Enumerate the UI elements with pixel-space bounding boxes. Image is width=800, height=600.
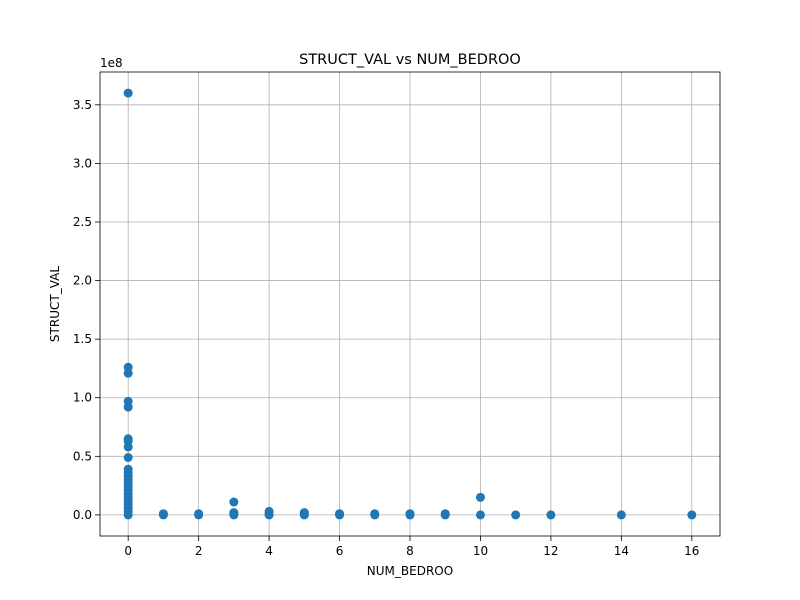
scatter-point [229,508,239,518]
scatter-point [123,402,133,412]
scatter-point [123,88,133,98]
x-tick-label: 8 [406,544,414,558]
y-tick-label: 0.0 [73,508,92,522]
scatter-point [335,509,345,519]
scatter-point [511,510,521,520]
grid-layer [100,72,720,536]
scatter-point [546,510,556,520]
scatter-point [264,509,274,519]
scatter-point [299,508,309,518]
scatter-point [194,509,204,519]
y-tick-label: 3.0 [73,156,92,170]
scatter-point [440,509,450,519]
x-tick-label: 16 [684,544,699,558]
scatter-point [405,509,415,519]
scatter-point [123,368,133,378]
points-layer [123,88,697,520]
x-axis-label: NUM_BEDROO [367,564,453,578]
ticks-layer: 0 2 4 6 8 10 12 14 16 0.0 0.5 1.0 1.5 2.0 2.5 3.0 3.5 [73,98,700,558]
y-tick-label: 2.0 [73,274,92,288]
x-tick-label: 2 [195,544,203,558]
scatter-point [475,510,485,520]
x-tick-label: 10 [473,544,488,558]
y-tick-label: 3.5 [73,98,92,112]
scatter-point [229,497,239,507]
y-axis-label: STRUCT_VAL [48,266,62,342]
chart-title: STRUCT_VAL vs NUM_BEDROO [299,52,521,68]
y-tick-label: 1.5 [73,332,92,346]
scatter-point [123,442,133,452]
scatter-point [687,510,697,520]
x-tick-label: 4 [265,544,273,558]
x-tick-label: 14 [614,544,629,558]
scatter-point [370,509,380,519]
y-tick-label: 1.0 [73,391,92,405]
scatter-point [616,510,626,520]
scatter-point [123,452,133,462]
y-tick-label: 2.5 [73,215,92,229]
scatter-point [158,509,168,519]
scatter-point [475,492,485,502]
scatter-point [123,510,133,520]
y-offset-label: 1e8 [100,56,123,70]
x-tick-label: 6 [336,544,344,558]
y-tick-label: 0.5 [73,449,92,463]
x-tick-label: 0 [124,544,132,558]
x-tick-label: 12 [543,544,558,558]
